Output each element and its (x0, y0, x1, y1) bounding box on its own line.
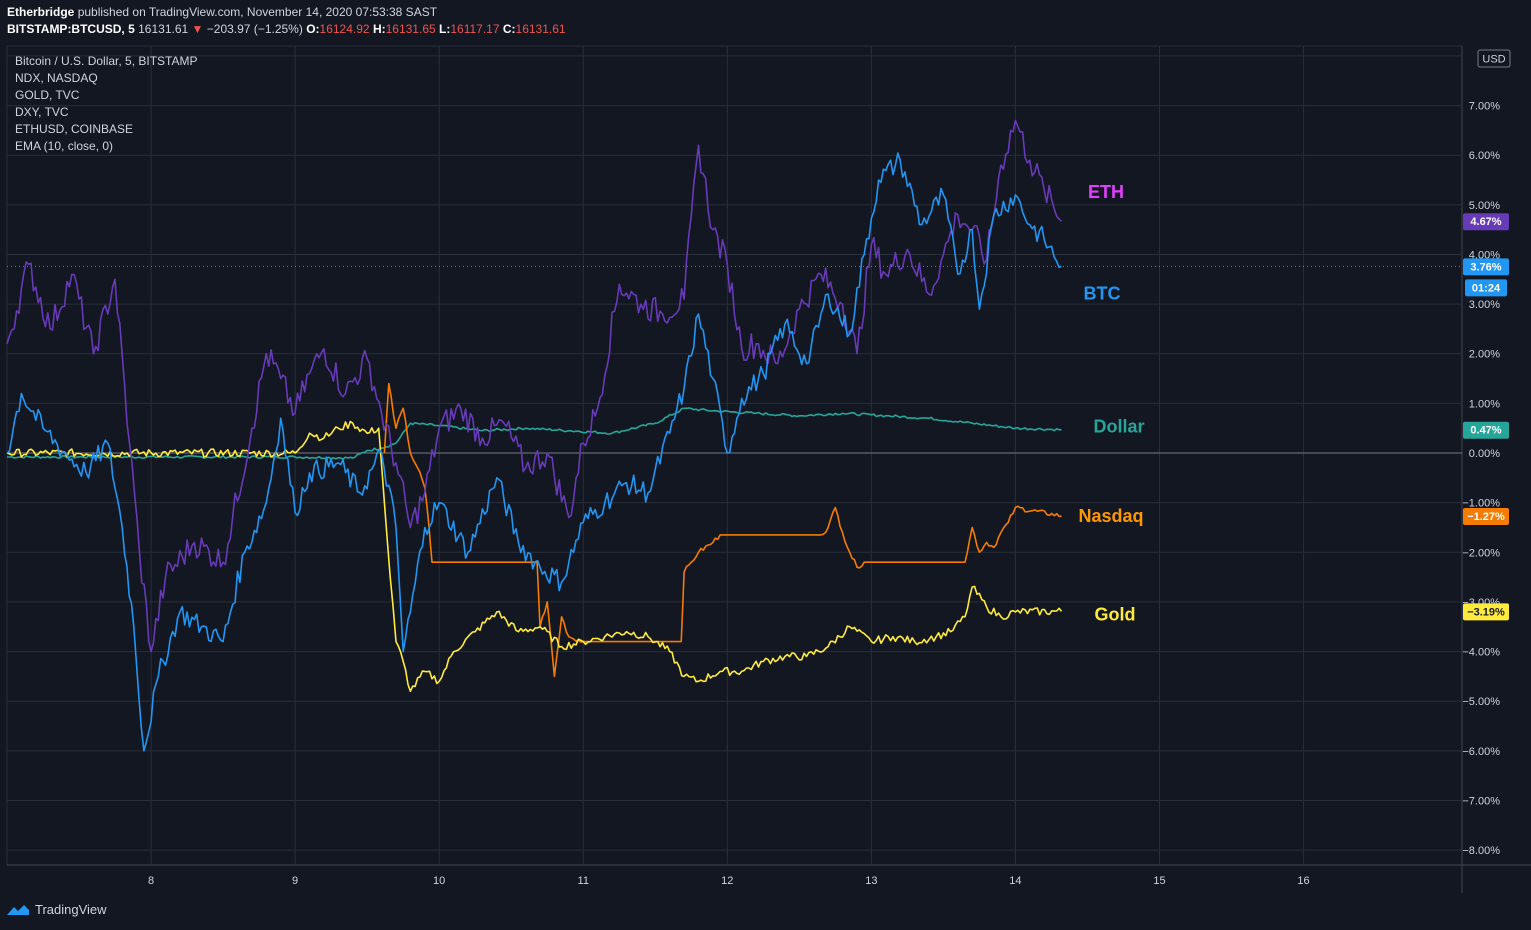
y-tick-label: −1.00% (1462, 498, 1500, 510)
series-lines (6, 119, 1063, 752)
open-label: O: (306, 22, 320, 36)
last-value-badges: 4.67% 3.76% 0.47% −1.27% −3.19% 01:24 (1463, 213, 1509, 621)
chart-header: Etherbridge published on TradingView.com… (7, 4, 566, 38)
badge-value-nasdaq: −1.27% (1467, 511, 1505, 523)
legend-ema[interactable]: EMA (10, close, 0) (15, 139, 113, 153)
series-line-nasdaq[interactable] (383, 382, 1062, 678)
countdown-badge (1465, 279, 1507, 297)
y-tick-label: −7.00% (1462, 795, 1500, 807)
low-label: L: (439, 22, 451, 36)
badge-value-gold: −3.19% (1467, 606, 1505, 618)
price-change: −203.97 (−1.25%) (206, 22, 303, 36)
x-tick-label: 14 (1009, 875, 1021, 887)
series-line-btc[interactable] (6, 152, 1062, 752)
high-label: H: (372, 22, 386, 36)
legend-btc[interactable]: Bitcoin / U.S. Dollar, 5, BITSTAMP (15, 54, 198, 68)
y-tick-label: 7.00% (1469, 101, 1500, 113)
footer: TradingView (6, 902, 107, 917)
y-tick-label: −6.00% (1462, 746, 1500, 758)
badge-value-btc: 3.76% (1470, 261, 1501, 273)
author-name[interactable]: Etherbridge (7, 5, 75, 19)
badge-value-dollar: 0.47% (1470, 425, 1501, 437)
annotation-btc: BTC (1084, 283, 1121, 303)
close-label: C: (502, 22, 516, 36)
x-tick-label: 12 (721, 875, 733, 887)
y-tick-label: 3.00% (1469, 299, 1500, 311)
y-tick-label: −8.00% (1462, 845, 1500, 857)
ohlc-line: BITSTAMP:BTCUSD, 5 16131.61 ▼ −203.97 (−… (7, 21, 566, 38)
y-tick-label: 0.00% (1469, 448, 1500, 460)
badge-value-eth: 4.67% (1470, 216, 1501, 228)
legend-dxy[interactable]: DXY, TVC (15, 105, 69, 119)
series-line-gold[interactable] (6, 420, 1063, 693)
x-tick-label: 16 (1297, 875, 1309, 887)
x-tick-label: 13 (865, 875, 877, 887)
x-tick-label: 9 (292, 875, 298, 887)
publish-line: Etherbridge published on TradingView.com… (7, 4, 566, 21)
y-tick-label: −5.00% (1462, 696, 1500, 708)
close-value: 16131.61 (515, 22, 566, 36)
plot-frame (6, 45, 1463, 866)
y-tick-label: 2.00% (1469, 349, 1500, 361)
badge-dollar (1463, 421, 1509, 439)
badge-gold (1463, 603, 1509, 621)
series-annotations: ETH BTC Dollar Nasdaq Gold (1078, 182, 1144, 624)
badge-nasdaq (1463, 508, 1509, 526)
legend-eth[interactable]: ETHUSD, COINBASE (15, 122, 133, 136)
y-tick-label: −2.00% (1462, 547, 1500, 559)
countdown-value: 01:24 (1472, 282, 1501, 294)
series-line-dollar[interactable] (7, 407, 1062, 460)
footer-brand[interactable]: TradingView (35, 902, 107, 917)
currency-label: USD (1482, 54, 1505, 66)
series-legend: Bitcoin / U.S. Dollar, 5, BITSTAMP NDX, … (15, 54, 198, 153)
badge-eth (1463, 213, 1509, 231)
time-axis[interactable]: 8 9 10 11 12 13 14 15 16 (148, 875, 1310, 887)
open-value: 16124.92 (319, 22, 370, 36)
tradingview-logo-icon[interactable] (6, 903, 30, 917)
badge-btc (1463, 258, 1509, 276)
annotation-dollar: Dollar (1093, 417, 1144, 437)
down-arrow-icon: ▼ (191, 22, 204, 36)
price-axis[interactable]: 87.00%6.00%5.00%4.00%3.00%2.00%1.00%0.00… (1462, 51, 1500, 857)
currency-badge-frame (1477, 49, 1511, 68)
symbol-label[interactable]: BITSTAMP:BTCUSD, 5 (7, 22, 135, 36)
y-tick-label: −4.00% (1462, 647, 1500, 659)
low-value: 16117.17 (450, 22, 500, 36)
annotation-gold: Gold (1095, 604, 1136, 624)
x-tick-label: 15 (1153, 875, 1165, 887)
series-line-eth[interactable] (6, 119, 1063, 653)
last-price: 16131.61 (138, 22, 189, 36)
y-tick-label: 5.00% (1469, 200, 1500, 212)
y-tick-label: 1.00% (1469, 398, 1500, 410)
grid-lines (7, 46, 1462, 865)
annotation-eth: ETH (1088, 182, 1124, 202)
currency-badge[interactable]: USD (1477, 49, 1511, 68)
x-tick-label: 11 (578, 875, 589, 887)
publish-info: published on TradingView.com, November 1… (77, 5, 438, 19)
x-tick-label: 10 (433, 875, 445, 887)
legend-ndx[interactable]: NDX, NASDAQ (15, 71, 98, 85)
high-value: 16131.65 (385, 22, 436, 36)
legend-gold[interactable]: GOLD, TVC (15, 88, 80, 102)
annotation-nasdaq: Nasdaq (1078, 506, 1143, 526)
x-tick-label: 8 (148, 875, 154, 887)
y-tick-label: 6.00% (1469, 150, 1500, 162)
